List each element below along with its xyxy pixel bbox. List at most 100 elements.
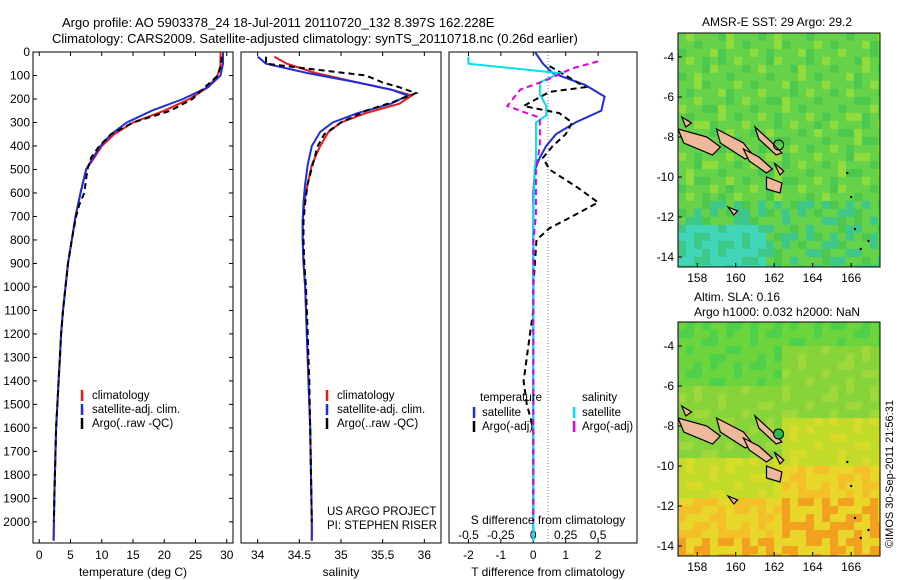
map-cell [782,225,790,233]
map-cell [790,73,798,81]
map-cell [830,57,838,65]
map-cell [854,354,862,362]
map-cell [774,33,782,41]
map-cell [702,177,710,185]
map-cell [814,338,822,346]
map-cell [878,233,880,241]
map-cell [766,498,774,506]
map-cell [822,498,830,506]
map-cell [846,33,854,41]
map-cell [854,522,862,530]
map-cell [822,322,830,330]
map-cell [774,241,782,249]
map-cell [806,73,814,81]
map-cell [862,161,870,169]
map-cell [694,354,702,362]
map-cell [838,97,846,105]
map-cell [710,65,718,73]
map-cell [782,330,790,338]
map-cell [702,322,710,330]
map-cell [814,105,822,113]
map-cell [758,41,766,49]
map-cell [766,153,774,161]
map-cell [814,346,822,354]
map-cell [870,225,878,233]
depth-tick-label: 200 [10,92,30,106]
map-cell [710,209,718,217]
map-cell [718,482,726,490]
map-cell [830,33,838,41]
map-cell [750,137,758,145]
map-cell [798,546,806,554]
map-cell [694,330,702,338]
map-cell [846,466,854,474]
map-cell [814,426,822,434]
map-cell [878,330,880,338]
map-cell [734,538,742,546]
map-cell [790,57,798,65]
map-cell [790,193,798,201]
map-cell [758,490,766,498]
map-cell [758,257,766,265]
map-cell [734,73,742,81]
map-cell [798,81,806,89]
map-cell [742,185,750,193]
map-cell [806,354,814,362]
map-cell [878,322,880,330]
map-cell [758,209,766,217]
difference-panel: -2 -1 0 1 2-0.5 -0.25 0 0.25 0.5 S difference fr… [448,51,638,579]
map-cell [822,370,830,378]
map-cell [694,410,702,418]
map-cell [830,450,838,458]
map-cell [718,121,726,129]
map-cell [782,193,790,201]
map-cell [678,201,686,209]
depth-tick-label: 1600 [3,421,30,435]
small-island [859,536,862,540]
map-cell [790,402,798,410]
map-cell [726,185,734,193]
map-cell [806,338,814,346]
map-cell [750,241,758,249]
map-cell [830,89,838,97]
map-cell [854,129,862,137]
map-cell [750,378,758,386]
argo-raw-qc-line [52,56,223,522]
map-cell [750,81,758,89]
map-cell [854,410,862,418]
x-tick-label: 35 [334,548,348,562]
map-cell [806,41,814,49]
map-cell [694,209,702,217]
map-cell [870,546,878,554]
map-cell [798,362,806,370]
map-cell [838,450,846,458]
map-cell [798,89,806,97]
map-cell [686,81,694,89]
map-cell [862,370,870,378]
map-cell [742,450,750,458]
map-cell [798,209,806,217]
map-cell [822,546,830,554]
map-cell [686,265,694,267]
map-cell [822,506,830,514]
map-cell [862,129,870,137]
map-cell [830,330,838,338]
map-cell [854,450,862,458]
map-cell [774,394,782,402]
map-cell [830,193,838,201]
map-cell [774,161,782,169]
map-cell [710,458,718,466]
map-cell [774,121,782,129]
map-cell [798,33,806,41]
map-cell [750,338,758,346]
island-shape [678,417,722,445]
map-cell [838,546,846,554]
map-cell [838,442,846,450]
map-cell [814,137,822,145]
map-cell [742,97,750,105]
map-cell [758,65,766,73]
map-cell [750,402,758,410]
map-cell [718,113,726,121]
map-cell [862,498,870,506]
map-cell [878,257,880,265]
